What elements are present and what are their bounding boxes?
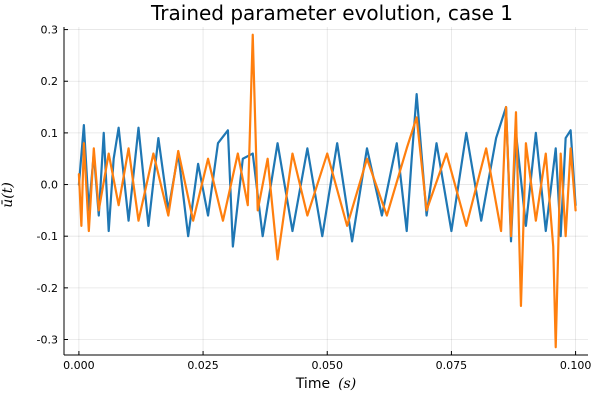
y-tick-label: 0.3 [41, 24, 59, 37]
x-tick-label: 0.050 [311, 359, 343, 372]
y-tick-label: 0.2 [41, 75, 59, 88]
y-tick-label: -0.2 [37, 282, 58, 295]
y-tick-labels: -0.3 -0.2 -0.1 0.0 0.1 0.2 0.3 [37, 24, 58, 347]
x-tick-label: 0.000 [63, 359, 95, 372]
tick-marks [64, 29, 577, 355]
series-layer [77, 33, 577, 349]
x-axis-label: Time (s) [295, 375, 356, 392]
y-tick-label: 0.1 [41, 127, 59, 140]
series-line-2 [77, 33, 577, 349]
x-tick-label: 0.025 [187, 359, 219, 372]
x-tick-label: 0.100 [560, 359, 592, 372]
y-tick-label: -0.3 [37, 334, 58, 347]
x-axis-label-unit: (s) [338, 376, 356, 392]
y-tick-label: -0.1 [37, 230, 58, 243]
x-tick-label: 0.075 [436, 359, 468, 372]
x-tick-labels: 0.000 0.025 0.050 0.075 0.100 [63, 359, 591, 372]
y-axis-label: ū(t) [0, 182, 16, 208]
y-tick-label: 0.0 [41, 179, 59, 192]
x-axis-label-text: Time [295, 376, 330, 392]
chart-title: Trained parameter evolution, case 1 [150, 1, 513, 25]
